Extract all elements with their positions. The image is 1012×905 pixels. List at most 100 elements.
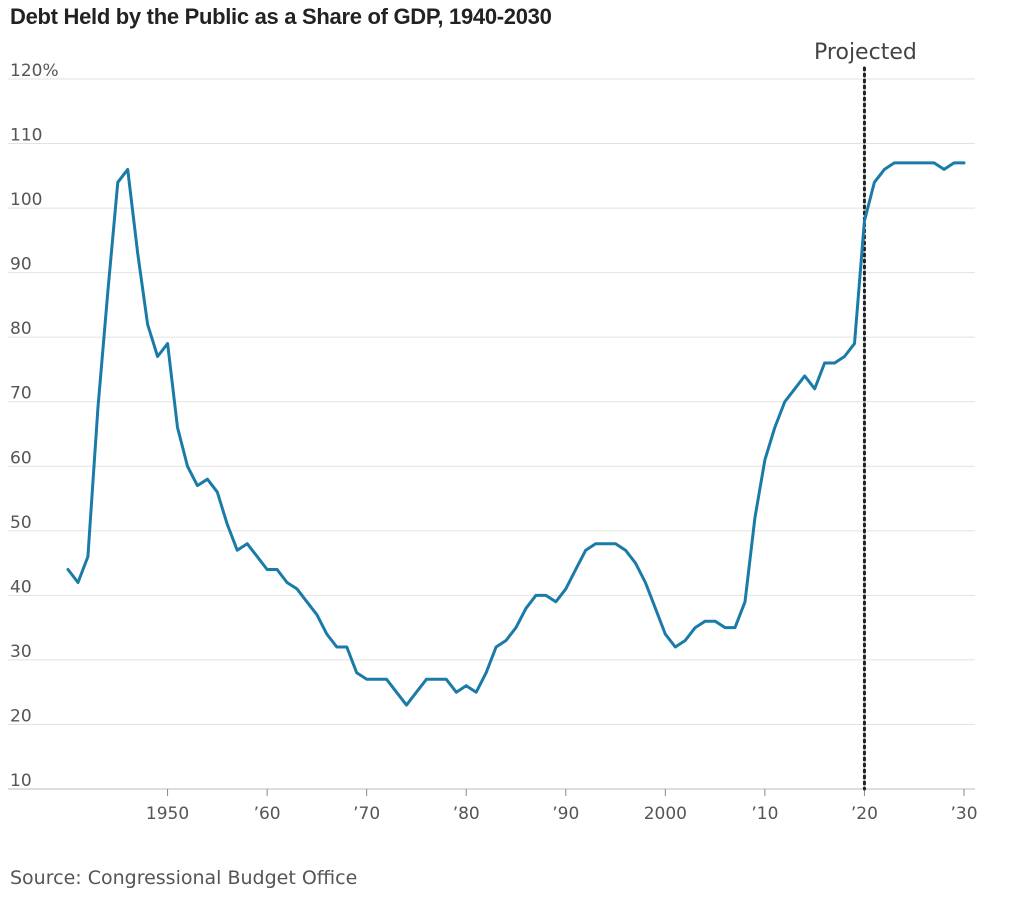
data-point: [544, 594, 547, 597]
data-point: [803, 374, 806, 377]
x-tick-label: 1950: [146, 804, 189, 824]
data-point: [216, 491, 219, 494]
data-point: [355, 671, 358, 674]
data-point: [67, 568, 70, 571]
data-point: [96, 407, 99, 410]
data-point: [813, 387, 816, 390]
data-point: [515, 626, 518, 629]
data-point: [475, 691, 478, 694]
data-point: [684, 639, 687, 642]
y-tick-label: 110: [10, 126, 42, 146]
data-point: [654, 607, 657, 610]
gridlines: [8, 78, 975, 790]
x-tick-label: ’20: [851, 804, 878, 824]
data-point: [106, 291, 109, 294]
data-point: [843, 355, 846, 358]
data-point: [166, 342, 169, 345]
data-point: [763, 458, 766, 461]
x-axis-ticks: 1950 ’60 ’70 ’80 ’90 2000 ’10 ’20 ’30: [146, 789, 978, 824]
x-tick-label: ’80: [453, 804, 480, 824]
data-point: [76, 581, 79, 584]
data-point: [315, 613, 318, 616]
y-tick-label: 120%: [10, 61, 59, 81]
data-point: [465, 684, 468, 687]
data-point: [743, 600, 746, 603]
data-point: [365, 678, 368, 681]
data-point: [116, 181, 119, 184]
data-point: [435, 678, 438, 681]
data-point: [495, 646, 498, 649]
y-axis-ticks: 120% 110 100 90 80 70 60 50 40 30 20 10: [10, 61, 59, 791]
data-point: [953, 161, 956, 164]
data-point: [584, 549, 587, 552]
x-tick-label: ’10: [751, 804, 778, 824]
data-point: [455, 691, 458, 694]
data-point: [664, 633, 667, 636]
data-point: [186, 465, 189, 468]
data-point: [286, 581, 289, 584]
line-chart: 120% 110 100 90 80 70 60 50 40 30 20 10 1950 ’60 ’70 ’…: [8, 40, 978, 824]
data-point: [524, 607, 527, 610]
debt-share-series-line: [66, 161, 966, 707]
data-point: [156, 355, 159, 358]
data-point: [485, 671, 488, 674]
data-point: [773, 426, 776, 429]
data-point: [136, 252, 139, 255]
data-point: [206, 478, 209, 481]
y-tick-label: 90: [10, 255, 32, 275]
data-point: [345, 646, 348, 649]
data-point: [325, 633, 328, 636]
data-point: [933, 161, 936, 164]
data-point: [176, 426, 179, 429]
data-point: [943, 168, 946, 171]
data-point: [714, 620, 717, 623]
data-point: [674, 646, 677, 649]
data-point: [256, 555, 259, 558]
y-tick-label: 10: [10, 771, 32, 791]
data-point: [146, 323, 149, 326]
chart-title: Debt Held by the Public as a Share of GD…: [10, 4, 552, 29]
data-point: [226, 523, 229, 526]
y-tick-label: 100: [10, 190, 42, 210]
data-point: [86, 555, 89, 558]
data-point: [305, 600, 308, 603]
y-tick-label: 60: [10, 448, 32, 468]
data-point: [783, 400, 786, 403]
data-point: [295, 587, 298, 590]
data-point: [873, 181, 876, 184]
y-tick-label: 20: [10, 706, 32, 726]
data-point: [246, 542, 249, 545]
data-point: [604, 542, 607, 545]
data-point: [893, 161, 896, 164]
data-point: [833, 362, 836, 365]
data-point: [564, 587, 567, 590]
x-tick-label: 2000: [644, 804, 687, 824]
data-point: [236, 549, 239, 552]
data-point: [266, 568, 269, 571]
data-point: [594, 542, 597, 545]
data-point: [724, 626, 727, 629]
data-point: [823, 362, 826, 365]
data-point: [903, 161, 906, 164]
data-point: [614, 542, 617, 545]
y-tick-label: 50: [10, 513, 32, 533]
data-point: [963, 161, 966, 164]
data-point: [554, 600, 557, 603]
data-point: [694, 626, 697, 629]
data-point: [405, 704, 408, 707]
source-note: Source: Congressional Budget Office: [10, 867, 358, 889]
data-point: [883, 168, 886, 171]
data-point: [734, 626, 737, 629]
data-point: [335, 646, 338, 649]
data-point: [445, 678, 448, 681]
y-tick-label: 80: [10, 319, 32, 339]
projection-marker: Projected: [814, 40, 917, 791]
data-point: [704, 620, 707, 623]
data-point: [505, 639, 508, 642]
data-point: [196, 484, 199, 487]
data-point: [126, 168, 129, 171]
data-point: [534, 594, 537, 597]
data-point: [276, 568, 279, 571]
projected-label: Projected: [814, 40, 917, 65]
x-tick-label: ’60: [254, 804, 281, 824]
